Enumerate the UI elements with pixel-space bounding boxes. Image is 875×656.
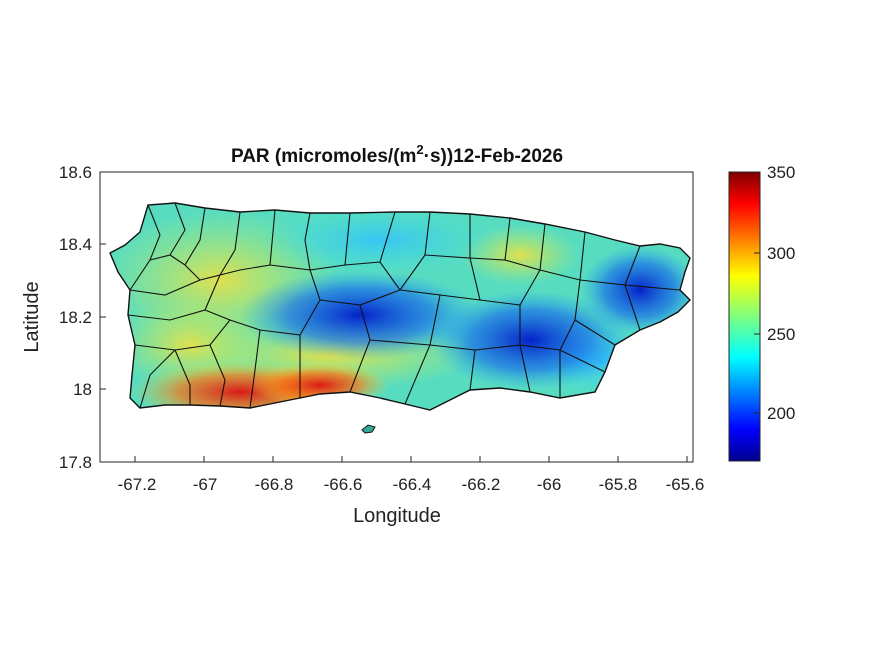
par-heatmap [110,203,690,410]
x-tick-label: -66.6 [324,475,363,494]
x-tick-labels: -67.2 -67 -66.8 -66.6 -66.4 -66.2 -66 -6… [118,475,705,494]
municipality-boundaries [109,202,691,411]
x-tick-label: -67.2 [118,475,157,494]
colorbar-tick-label: 300 [767,244,795,263]
chart-title: PAR (micromoles/(m2·s))12-Feb-2026 [231,142,563,167]
y-axis-label: Latitude [21,281,43,352]
x-tick-label: -66.8 [255,475,294,494]
colorbar [728,171,761,462]
small-island [361,424,376,434]
x-tick-label: -66.4 [393,475,432,494]
y-tick-label: 18 [73,380,92,399]
x-tick-label: -65.8 [599,475,638,494]
y-tick-labels: 18.6 18.4 18.2 18 17.8 [59,163,92,472]
y-tick-label: 17.8 [59,453,92,472]
y-tick-label: 18.4 [59,235,92,254]
x-tick-label: -66.2 [462,475,501,494]
x-tick-label: -66 [537,475,562,494]
colorbar-tick-labels: 350 300 250 200 [767,163,795,423]
colorbar-tick-label: 200 [767,404,795,423]
y-tick-label: 18.2 [59,308,92,327]
x-tick-label: -67 [193,475,218,494]
x-axis-label: Longitude [353,505,441,527]
y-tick-label: 18.6 [59,163,92,182]
colorbar-tick-label: 250 [767,325,795,344]
x-tick-label: -65.6 [666,475,705,494]
colorbar-ticks [754,171,760,414]
colorbar-tick-label: 350 [767,163,795,182]
axis-ticks [100,171,688,463]
